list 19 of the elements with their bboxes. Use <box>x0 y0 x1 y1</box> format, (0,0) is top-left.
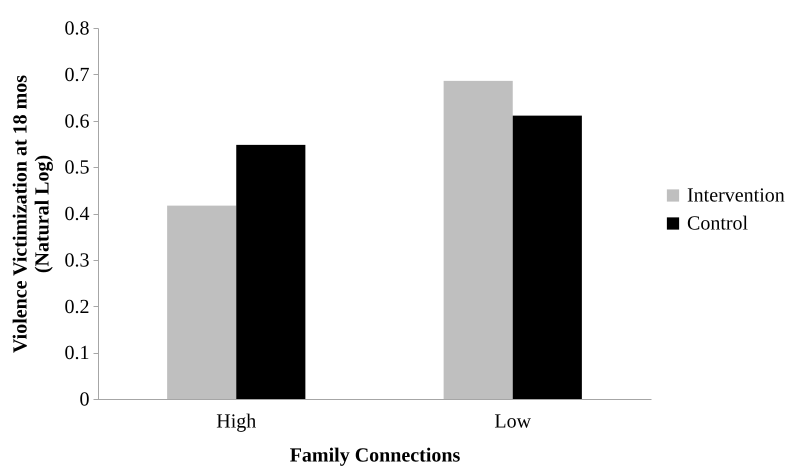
y-tick-label: 0.7 <box>64 64 90 86</box>
y-tick-label: 0.8 <box>64 18 90 40</box>
legend-label: Control <box>687 212 749 234</box>
y-tick-label: 0.1 <box>64 342 90 364</box>
y-axis-title: Violence Victimization at 18 mos (Natural Log) <box>10 74 54 354</box>
bar <box>236 144 306 399</box>
y-tick-label: 0.3 <box>64 249 90 272</box>
legend-label: Intervention <box>687 184 785 206</box>
x-axis-title: Family Connections <box>290 444 460 466</box>
y-tick-label: 0.6 <box>64 110 90 132</box>
y-tick-label: 0.5 <box>64 156 90 179</box>
bar <box>444 80 513 399</box>
bar <box>512 116 582 399</box>
y-tick-label: 0.2 <box>64 296 90 318</box>
y-tick-label: 0 <box>80 388 90 410</box>
x-tick-label: High <box>216 410 256 432</box>
y-tick-label: 0.4 <box>64 203 90 225</box>
x-tick-label: Low <box>494 410 532 432</box>
bar <box>167 206 236 399</box>
